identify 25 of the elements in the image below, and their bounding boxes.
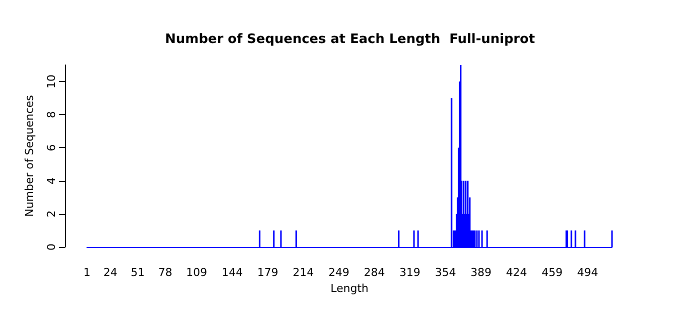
x-tick-label: 389 [470, 266, 492, 279]
x-tick-label: 179 [257, 266, 278, 279]
y-tick-label: 10 [45, 74, 58, 89]
y-axis-title: Number of Sequences [23, 94, 36, 217]
x-tick-label: 284 [364, 266, 385, 279]
x-tick-label: 144 [222, 266, 243, 279]
x-tick-label: 1 [84, 266, 90, 279]
x-tick-label: 24 [103, 266, 118, 279]
x-tick-label: 214 [292, 266, 314, 279]
x-axis-title: Length [330, 282, 368, 295]
x-tick-label: 494 [577, 266, 598, 279]
y-tick-label: 0 [45, 244, 58, 250]
x-tick-label: 319 [399, 266, 420, 279]
x-tick-label: 78 [158, 266, 172, 279]
y-tick-label: 4 [45, 177, 58, 184]
x-tick-label: 459 [542, 266, 563, 279]
y-tick-label: 8 [45, 111, 58, 118]
x-tick-label: 109 [186, 266, 208, 279]
y-tick-label: 6 [45, 144, 58, 152]
x-tick-label: 51 [130, 266, 145, 279]
x-tick-label: 424 [506, 266, 528, 279]
y-tick-label: 2 [45, 210, 58, 218]
x-tick-label: 249 [328, 266, 350, 279]
chart-title: Number of Sequences at Each Length Full-uniprot [165, 32, 535, 47]
x-tick-label: 354 [434, 266, 456, 279]
